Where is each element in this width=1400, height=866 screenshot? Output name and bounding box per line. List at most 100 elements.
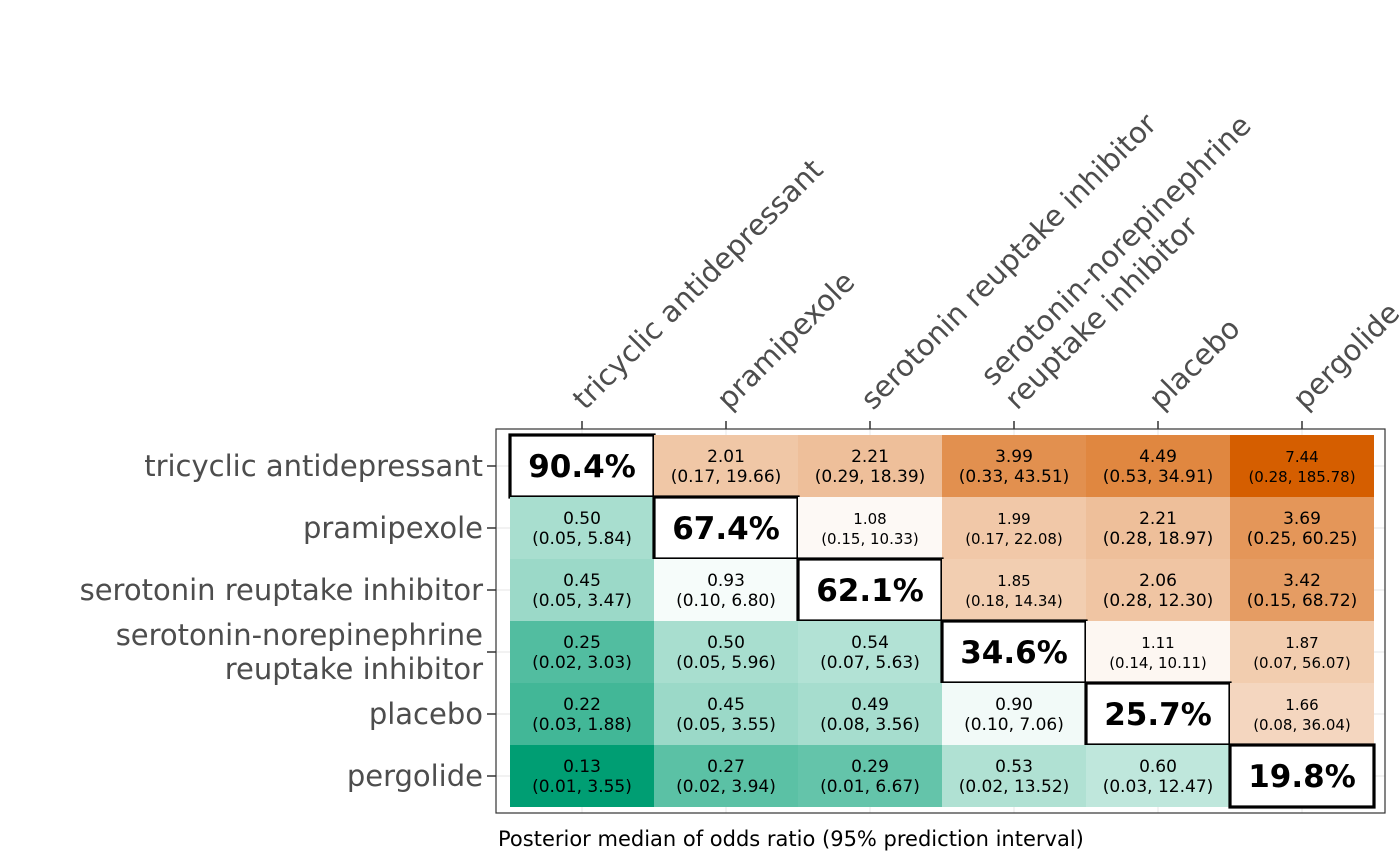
diagonal-cell: 34.6%	[940, 619, 1088, 685]
heatmap-cell: 0.25(0.02, 3.03)	[510, 621, 654, 683]
cell-tile	[510, 621, 654, 683]
cell-interval-label: (0.03, 12.47)	[1103, 777, 1214, 797]
cell-tile	[1086, 497, 1230, 559]
cell-tile	[1086, 435, 1230, 497]
cell-median-label: 3.42	[1283, 571, 1321, 591]
cell-median-label: 2.01	[707, 447, 745, 467]
axis-ticks	[487, 421, 1303, 777]
diagonal-box	[508, 433, 656, 499]
cell-tile	[510, 497, 654, 559]
cell-tile	[798, 435, 942, 497]
cell-median-label: 4.49	[1139, 447, 1177, 467]
y-axis-label: serotonin-norepinephrine reuptake inhibit…	[116, 618, 483, 686]
diagonal-probability-label: 19.8%	[1248, 759, 1356, 795]
cell-median-label: 1.08	[853, 510, 886, 528]
heatmap-cell: 0.60(0.03, 12.47)	[1086, 745, 1230, 807]
cell-tile	[1086, 621, 1230, 683]
heatmap-cell: 0.27(0.02, 3.94)	[654, 745, 798, 807]
y-axis-label: pergolide	[347, 759, 483, 793]
cell-interval-label: (0.08, 36.04)	[1253, 716, 1351, 734]
heatmap-cell: 1.66 (0.08, 36.04)	[1230, 683, 1374, 745]
heatmap-cell: 7.44 (0.28, 185.78)	[1230, 435, 1374, 497]
cell-interval-label: (0.10, 6.80)	[676, 591, 776, 611]
cell-tile	[942, 745, 1086, 807]
cell-tile	[654, 559, 798, 621]
cell-interval-label: (0.07, 5.63)	[820, 653, 920, 673]
heatmap-cell: 1.11 (0.14, 10.11)	[1086, 621, 1230, 683]
cell-median-label: 3.69	[1283, 509, 1321, 529]
heatmap-cell: 1.85 (0.18, 14.34)	[942, 559, 1086, 621]
cell-median-label: 0.45	[707, 695, 745, 715]
cell-interval-label: (0.28, 185.78)	[1248, 468, 1355, 486]
cell-tile	[1230, 621, 1374, 683]
diagonal-cell: 62.1%	[796, 557, 944, 623]
cell-median-label: 3.99	[995, 447, 1033, 467]
cell-interval-label: (0.15, 10.33)	[821, 530, 919, 548]
y-axis-label: placebo	[369, 697, 483, 731]
cell-median-label: 0.13	[563, 757, 601, 777]
heatmap-cell: 0.13(0.01, 3.55)	[510, 745, 654, 807]
cell-median-label: 0.50	[563, 509, 601, 529]
cell-interval-label: (0.28, 12.30)	[1103, 591, 1214, 611]
cell-median-label: 0.45	[563, 571, 601, 591]
cell-tile	[1230, 497, 1374, 559]
heatmap-cell: 0.22(0.03, 1.88)	[510, 683, 654, 745]
y-axis-label: serotonin reuptake inhibitor	[80, 573, 483, 607]
cell-median-label: 0.29	[851, 757, 889, 777]
cell-interval-label: (0.15, 68.72)	[1247, 591, 1358, 611]
cell-median-label: 0.25	[563, 633, 601, 653]
heatmap-cell: 3.42(0.15, 68.72)	[1230, 559, 1374, 621]
cell-tile	[798, 745, 942, 807]
cell-median-label: 0.22	[563, 695, 601, 715]
cell-interval-label: (0.01, 3.55)	[532, 777, 632, 797]
cell-tile	[798, 683, 942, 745]
heatmap-cell: 0.45(0.05, 3.47)	[510, 559, 654, 621]
cell-tile	[942, 683, 1086, 745]
cell-median-label: 0.49	[851, 695, 889, 715]
cell-median-label: 2.06	[1139, 571, 1177, 591]
heatmap-cell: 1.08 (0.15, 10.33)	[798, 497, 942, 559]
cell-interval-label: (0.18, 14.34)	[965, 592, 1063, 610]
cell-median-label: 0.27	[707, 757, 745, 777]
cell-interval-label: (0.03, 1.88)	[532, 715, 632, 735]
cell-median-label: 1.87	[1285, 634, 1318, 652]
diagonal-probability-label: 90.4%	[528, 449, 636, 485]
cell-median-label: 7.44	[1285, 448, 1318, 466]
heatmap-cell: 1.87 (0.07, 56.07)	[1230, 621, 1374, 683]
cell-tile	[942, 497, 1086, 559]
y-axis-label: pramipexole	[303, 511, 483, 545]
diagonal-probability-label: 34.6%	[960, 635, 1068, 671]
cell-tile	[510, 559, 654, 621]
heatmap-cell: 2.01(0.17, 19.66)	[654, 435, 798, 497]
cell-tile	[510, 683, 654, 745]
diagonal-cell: 25.7%	[1084, 681, 1232, 747]
cell-tile	[654, 745, 798, 807]
cell-median-label: 0.53	[995, 757, 1033, 777]
cell-interval-label: (0.14, 10.11)	[1109, 654, 1207, 672]
cell-median-label: 1.66	[1285, 696, 1318, 714]
cell-interval-label: (0.33, 43.51)	[959, 467, 1070, 487]
diagonal-probability-label: 25.7%	[1104, 697, 1212, 733]
cell-tile	[798, 497, 942, 559]
cell-tile	[798, 621, 942, 683]
heatmap-cell: 0.93(0.10, 6.80)	[654, 559, 798, 621]
cell-interval-label: (0.28, 18.97)	[1103, 529, 1214, 549]
heatmap-cell: 4.49(0.53, 34.91)	[1086, 435, 1230, 497]
cell-tile	[510, 745, 654, 807]
cell-median-label: 0.90	[995, 695, 1033, 715]
cell-interval-label: (0.02, 3.94)	[676, 777, 776, 797]
diagonal-cell: 67.4%	[652, 495, 800, 561]
cell-interval-label: (0.53, 34.91)	[1103, 467, 1214, 487]
cell-interval-label: (0.29, 18.39)	[815, 467, 926, 487]
diagonal-cell: 19.8%	[1228, 743, 1376, 809]
cell-median-label: 2.21	[1139, 509, 1177, 529]
y-axis-labels: tricyclic antidepressant pramipexole serot…	[80, 449, 483, 793]
cell-tile	[1230, 559, 1374, 621]
chart-caption: Posterior median of odds ratio (95% pred…	[498, 827, 1084, 851]
cell-interval-label: (0.17, 22.08)	[965, 530, 1063, 548]
cell-interval-label: (0.02, 13.52)	[959, 777, 1070, 797]
heatmap-cell: 0.50(0.05, 5.84)	[510, 497, 654, 559]
cell-median-label: 2.21	[851, 447, 889, 467]
cell-interval-label: (0.25, 60.25)	[1247, 529, 1358, 549]
